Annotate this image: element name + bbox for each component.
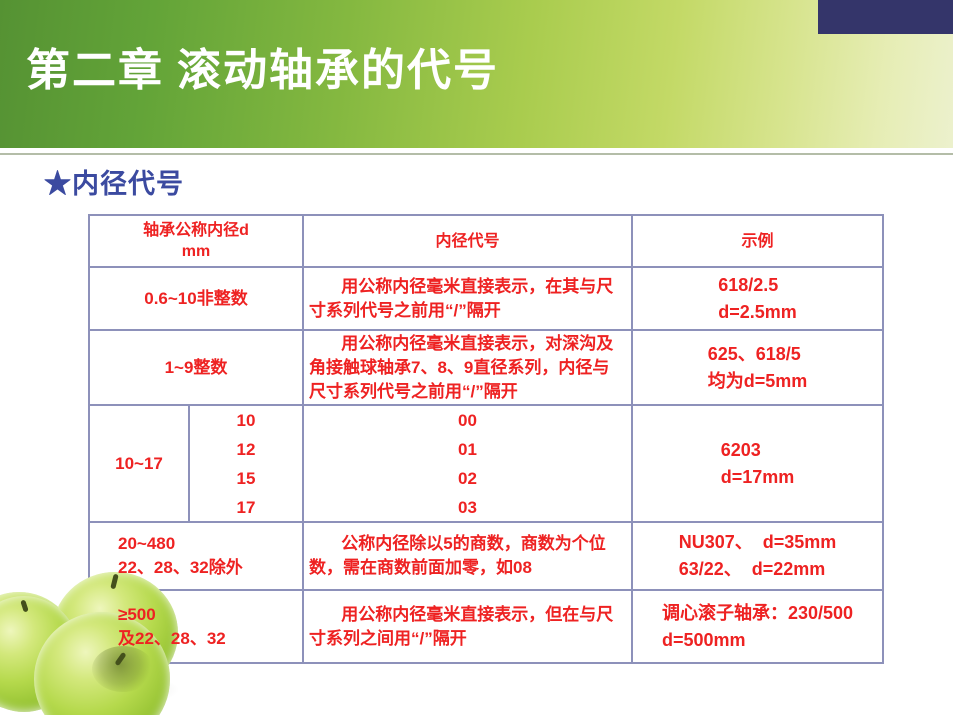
table-row: 20~480 22、28、32除外 — [90, 523, 304, 591]
table-cell-rule: 公称内径除以5的商数，商数为个位数，需在商数前面加零，如08 — [304, 523, 633, 591]
diameter-range: 1~9整数 — [164, 357, 228, 377]
table-header-code-label: 内径代号 — [435, 232, 500, 250]
table-header-example: 示例 — [633, 216, 882, 268]
diameter-range: 0.6~10非整数 — [144, 288, 248, 308]
table-cell-example: 调心滚子轴承：230/500 d=500mm — [633, 591, 882, 662]
diameter-range: ≥500 及22、28、32 — [118, 604, 226, 648]
diameter-range: 10~17 — [115, 453, 163, 473]
table-cell-example: 625、618/5 均为d=5mm — [633, 331, 882, 406]
diameter-range: 20~480 22、28、32除外 — [118, 534, 243, 577]
code-rule-text: 用公称内径毫米直接表示，在其与尺寸系列代号之前用“/”隔开 — [309, 276, 614, 320]
table-row: 1~9整数 — [90, 331, 304, 406]
table-header-diameter-label: 轴承公称内径d mm — [143, 222, 249, 260]
table-header-diameter: 轴承公称内径d mm — [90, 216, 304, 268]
header-band — [0, 0, 953, 148]
example-text: NU307、 d=35mm 63/22、 d=22mm — [678, 532, 837, 579]
diameter-values: 10 12 15 17 — [236, 410, 256, 517]
code-rule-text: 用公称内径毫米直接表示，对深沟及角接触球轴承7、8、9直径系列，内径与尺寸系列代… — [309, 333, 614, 401]
table-header-example-label: 示例 — [741, 232, 774, 250]
table-cell-example: NU307、 d=35mm 63/22、 d=22mm — [633, 523, 882, 591]
table-cell-diameter-range: 10~17 — [90, 406, 190, 523]
navy-accent-square — [818, 0, 953, 34]
table-cell-rule: 用公称内径毫米直接表示，对深沟及角接触球轴承7、8、9直径系列，内径与尺寸系列代… — [304, 331, 633, 406]
example-text: 618/2.5 d=2.5mm — [718, 274, 797, 322]
apples-image — [0, 560, 280, 715]
table-cell-rule: 用公称内径毫米直接表示，在其与尺寸系列代号之前用“/”隔开 — [304, 268, 633, 331]
code-rule-text: 公称内径除以5的商数，商数为个位数，需在商数前面加零，如08 — [309, 534, 606, 577]
table-cell-diameter-values: 10 12 15 17 — [190, 406, 304, 523]
inner-diameter-code-table: 轴承公称内径d mm 内径代号 示例 0.6~10非整数 用公称内径毫米直接表示… — [88, 214, 884, 664]
table-cell-example: 6203 d=17mm — [633, 406, 882, 523]
section-subtitle: ★内径代号 — [44, 169, 184, 199]
code-rule-text: 用公称内径毫米直接表示，但在与尺寸系列之间用“/”隔开 — [309, 604, 614, 648]
table-row: 0.6~10非整数 — [90, 268, 304, 331]
example-text: 调心滚子轴承：230/500 d=500mm — [661, 602, 854, 650]
table-header-code: 内径代号 — [304, 216, 633, 268]
example-text: 625、618/5 均为d=5mm — [707, 343, 808, 391]
table-cell-codes: 00 01 02 03 — [304, 406, 633, 523]
code-values: 00 01 02 03 — [458, 410, 477, 517]
example-text: 6203 d=17mm — [720, 439, 795, 487]
header-divider-line — [0, 153, 953, 155]
table-cell-rule: 用公称内径毫米直接表示，但在与尺寸系列之间用“/”隔开 — [304, 591, 633, 662]
slide-title: 第二章 滚动轴承的代号 — [26, 46, 499, 95]
table-row: ≥500 及22、28、32 — [90, 591, 304, 662]
table-cell-example: 618/2.5 d=2.5mm — [633, 268, 882, 331]
